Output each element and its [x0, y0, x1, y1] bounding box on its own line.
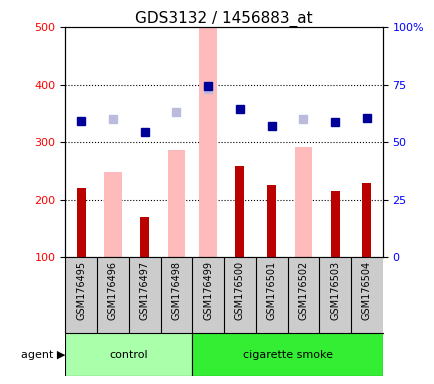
- Text: GSM176497: GSM176497: [139, 261, 149, 320]
- Bar: [330, 191, 339, 257]
- Text: GSM176496: GSM176496: [108, 261, 118, 320]
- Bar: [266, 185, 276, 257]
- Bar: [140, 217, 149, 257]
- Bar: [294, 147, 312, 257]
- Text: cigarette smoke: cigarette smoke: [242, 350, 332, 360]
- Text: GSM176503: GSM176503: [329, 261, 339, 320]
- Text: GSM176504: GSM176504: [361, 261, 371, 320]
- Text: control: control: [109, 350, 148, 360]
- Text: GSM176499: GSM176499: [203, 261, 213, 320]
- Text: GSM176501: GSM176501: [266, 261, 276, 320]
- Title: GDS3132 / 1456883_at: GDS3132 / 1456883_at: [135, 11, 312, 27]
- Text: agent ▶: agent ▶: [21, 350, 65, 360]
- Text: GSM176498: GSM176498: [171, 261, 181, 320]
- Bar: [235, 166, 244, 257]
- Bar: [167, 150, 185, 257]
- Bar: [76, 188, 85, 257]
- Bar: [362, 182, 371, 257]
- Text: GSM176495: GSM176495: [76, 261, 86, 320]
- Bar: [65, 333, 192, 376]
- Bar: [192, 333, 382, 376]
- Bar: [199, 28, 217, 257]
- Text: GSM176502: GSM176502: [298, 261, 308, 321]
- Bar: [104, 172, 122, 257]
- Text: GSM176500: GSM176500: [234, 261, 244, 320]
